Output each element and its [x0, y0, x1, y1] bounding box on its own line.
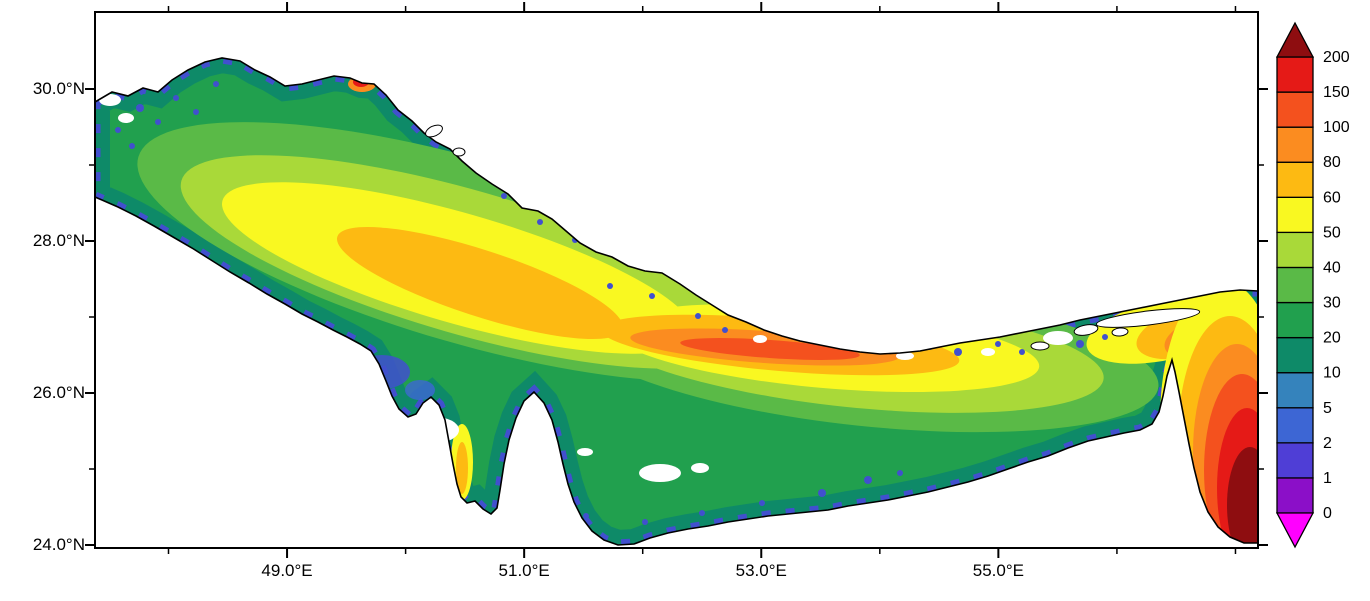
- colorbar-block: [1276, 196, 1314, 234]
- colorbar-tick-label: 20: [1323, 330, 1341, 347]
- colorbar-tick-label: 10: [1323, 365, 1341, 382]
- colorbar-tick-label: 2: [1323, 435, 1332, 452]
- colorbar-block: [1276, 372, 1314, 409]
- central-gulf-high-band: [137, 122, 1159, 433]
- colorbar-tick-label: 200: [1323, 49, 1350, 66]
- colorbar-tick-label: 80: [1323, 154, 1341, 171]
- colorbar-block: [1276, 91, 1314, 128]
- gulf-of-oman-maximum: [1160, 280, 1258, 545]
- colorbar-block: [1276, 56, 1314, 93]
- colorbar-block: [1276, 407, 1314, 444]
- colorbar: 0 1 2 5 10 20 30 40 50 60 80 100 150 200: [1275, 21, 1350, 549]
- colorbar-under-arrow: [1275, 512, 1315, 549]
- islands: [425, 124, 1201, 351]
- coastline: [94, 57, 1259, 546]
- colorbar-tick-label: 150: [1323, 84, 1350, 101]
- water-field: [95, 58, 1258, 545]
- qeshm-island: [1095, 308, 1201, 328]
- colorbar-block: [1276, 336, 1314, 374]
- colorbar-tick-label: 1: [1323, 470, 1332, 487]
- colorbar-block: [1276, 231, 1314, 269]
- lat-tick-label: 30.0°N: [32, 79, 85, 98]
- colorbar-block: [1276, 266, 1314, 304]
- colorbar-block: [1276, 301, 1314, 339]
- colorbar-tick-label: 0: [1323, 505, 1332, 522]
- lat-tick-label: 28.0°N: [32, 231, 85, 250]
- lon-tick-label: 55.0°E: [972, 561, 1024, 580]
- colorbar-tick-label: 5: [1323, 400, 1332, 417]
- lat-tick-label: 26.0°N: [32, 383, 85, 402]
- plot-border: [94, 11, 1259, 549]
- colorbar-tick-label: 60: [1323, 189, 1341, 206]
- lon-tick-label: 53.0°E: [735, 561, 787, 580]
- axis-ticks: [85, 2, 1268, 558]
- lon-tick-label: 49.0°E: [261, 561, 313, 580]
- lat-tick-label: 24.0°N: [32, 535, 85, 554]
- colorbar-tick-label: 30: [1323, 295, 1341, 312]
- colorbar-over-arrow: [1275, 21, 1315, 58]
- colorbar-tick-label: 100: [1323, 119, 1350, 136]
- colorbar-tick-label: 40: [1323, 259, 1341, 276]
- colorbar-block: [1276, 477, 1314, 514]
- colorbar-block: [1276, 161, 1314, 198]
- colorbar-block: [1276, 442, 1314, 479]
- colorbar-block: [1276, 126, 1314, 163]
- lon-tick-label: 51.0°E: [498, 561, 550, 580]
- colorbar-tick-label: 50: [1323, 224, 1341, 241]
